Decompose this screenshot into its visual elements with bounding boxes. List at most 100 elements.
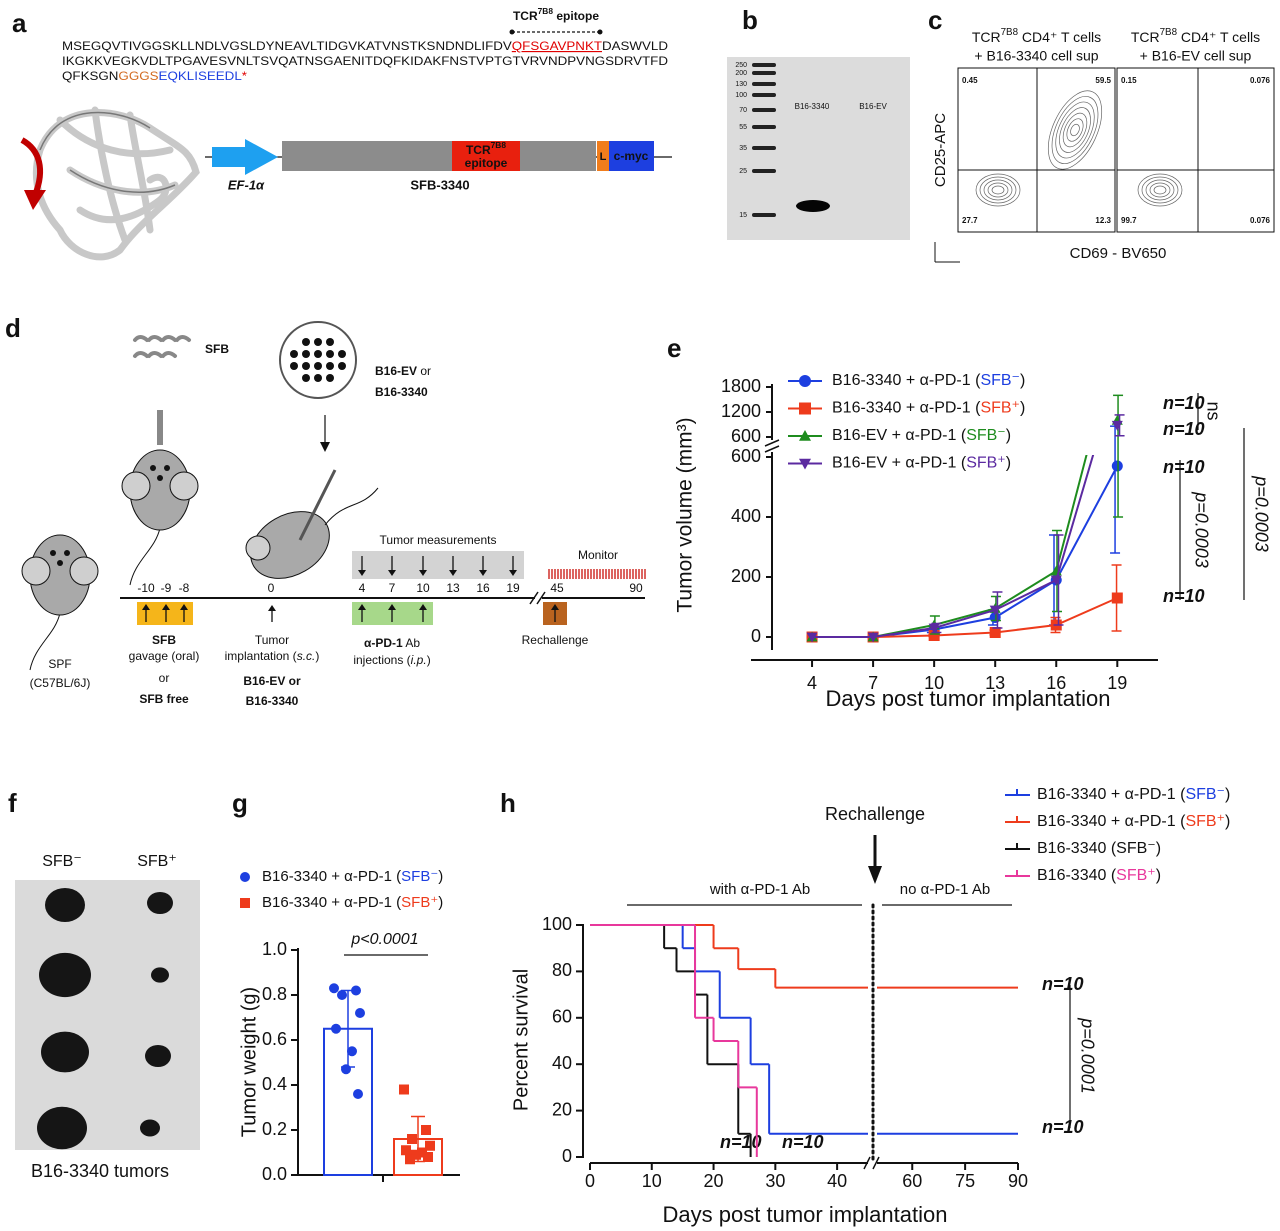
axis-break	[764, 445, 780, 453]
sequence-line-part: QFSGAVPNKT	[512, 41, 602, 53]
implant-label-part: implantation (	[225, 649, 297, 663]
rechallenge-label: Rechallenge	[522, 633, 589, 647]
ladder-band	[752, 125, 776, 129]
bacterium	[133, 335, 149, 342]
x-tick-label: 19	[1107, 673, 1127, 693]
tumor-photo	[15, 880, 200, 1150]
legend-label-part: B16-3340 + α-PD-1 (	[832, 372, 981, 389]
marker	[806, 632, 818, 643]
ladder-label: 250	[735, 62, 747, 69]
marker	[928, 630, 940, 641]
construct-label: SFB-3340	[410, 177, 469, 192]
sequence-line-part: GGGS	[118, 71, 158, 83]
implant-label: Tumor	[255, 633, 289, 647]
protein-ribbon	[126, 111, 154, 234]
n-label: n=10	[1163, 586, 1205, 606]
gavage-label: or	[159, 671, 170, 685]
significance: p=0.0001	[1077, 1017, 1097, 1094]
strain-label: (C57BL/6J)	[30, 676, 91, 690]
mouse-ear	[21, 556, 51, 586]
arrow-head	[419, 604, 427, 610]
contour	[1066, 118, 1084, 142]
contour	[1141, 176, 1179, 204]
ladder-band	[752, 71, 776, 75]
cell-label-part: or	[417, 364, 431, 378]
y-tick-label: 200	[731, 566, 761, 586]
x-tick-label: 7	[868, 673, 878, 693]
x-tick-label: 40	[827, 1171, 847, 1191]
ladder-band	[752, 108, 776, 112]
y-tick-label: 20	[552, 1099, 572, 1119]
sequence-line: MSEGQVTIVGGSKLLNDLVGSLDYNEAVLTIDGVKATVNS…	[62, 41, 668, 53]
x-axis-label: Days post tumor implantation	[826, 686, 1111, 711]
cell-label: B16-3340	[375, 385, 428, 399]
legend-label: B16-EV + α-PD-1 (SFB⁻)	[832, 427, 1011, 444]
cell-colony	[326, 350, 334, 358]
bacterium	[133, 351, 149, 358]
axis-label: CD69 - BV650	[1070, 245, 1167, 262]
plot-title: + B16-EV cell sup	[1140, 48, 1252, 64]
day-label: 7	[389, 581, 396, 595]
arrow-head	[268, 605, 276, 611]
legend-label-part: SFB⁺	[966, 455, 1006, 472]
legend-label-part: B16-3340 + α-PD-1 (	[262, 868, 401, 885]
gavage-label: gavage (oral)	[129, 649, 200, 663]
panel-label: f	[8, 788, 17, 818]
arrow-head	[509, 570, 517, 576]
marker	[425, 1140, 435, 1151]
y-tick-label: 100	[542, 914, 572, 934]
sequence-line-part: QFKSGN	[62, 71, 118, 83]
arrow-head	[162, 604, 170, 610]
gavage-label: SFB	[152, 633, 176, 647]
marker	[407, 1134, 417, 1144]
cell-colony	[338, 362, 346, 370]
day-label: 10	[416, 581, 430, 595]
rechallenge-label: Rechallenge	[825, 804, 925, 824]
mouse-eye	[57, 560, 63, 566]
quadrant-value: 99.7	[1121, 216, 1137, 225]
marker	[867, 632, 879, 643]
epitope-box-label: epitope	[465, 156, 508, 170]
ladder-label: 35	[739, 145, 747, 152]
implant-label-part: )	[315, 649, 319, 663]
contour	[975, 173, 1021, 207]
arrow-head	[320, 442, 330, 452]
x-tick-label: 90	[1008, 1171, 1028, 1191]
treatment-label: with α-PD-1 Ab	[709, 881, 810, 898]
tag-label: c-myc	[614, 149, 649, 163]
legend-label-part: )	[438, 868, 443, 885]
contour	[1059, 107, 1091, 153]
ladder-band	[752, 63, 776, 67]
marker	[341, 1064, 351, 1075]
y-tick-label: 0.8	[262, 984, 287, 1004]
y-axis-label: Tumor weight (g)	[238, 987, 260, 1137]
ladder-band	[752, 93, 776, 97]
injection-label: injections (i.p.)	[353, 653, 430, 667]
y-tick-label: 60	[552, 1007, 572, 1027]
lane-label: B16-3340	[795, 102, 830, 111]
promoter-label: EF-1α	[228, 177, 265, 192]
implant-label: implantation (s.c.)	[225, 649, 320, 663]
tumor	[37, 1106, 87, 1150]
y-tick-label: 0.6	[262, 1029, 287, 1049]
protein-band	[796, 200, 830, 212]
mouse-eye	[164, 465, 170, 471]
legend-label-part: SFB⁻	[1185, 786, 1225, 803]
day-label: 90	[629, 581, 643, 595]
marker	[401, 1145, 411, 1156]
marker	[351, 985, 361, 996]
ladder-label: 15	[739, 212, 747, 219]
tumor	[39, 952, 91, 998]
contour	[1070, 123, 1080, 137]
column-label: SFB⁻	[42, 853, 82, 870]
marker	[337, 990, 347, 1000]
n-label: n=10	[782, 1132, 824, 1152]
marker	[355, 1008, 365, 1018]
contour	[1055, 101, 1095, 159]
quadrant-value: 0.15	[1121, 76, 1137, 85]
injection-label-part: α-PD-1	[364, 636, 403, 650]
span-end	[509, 29, 515, 35]
contour	[1047, 90, 1103, 170]
sequence-line-part: DASWVLD	[602, 41, 668, 53]
marker	[799, 402, 811, 415]
